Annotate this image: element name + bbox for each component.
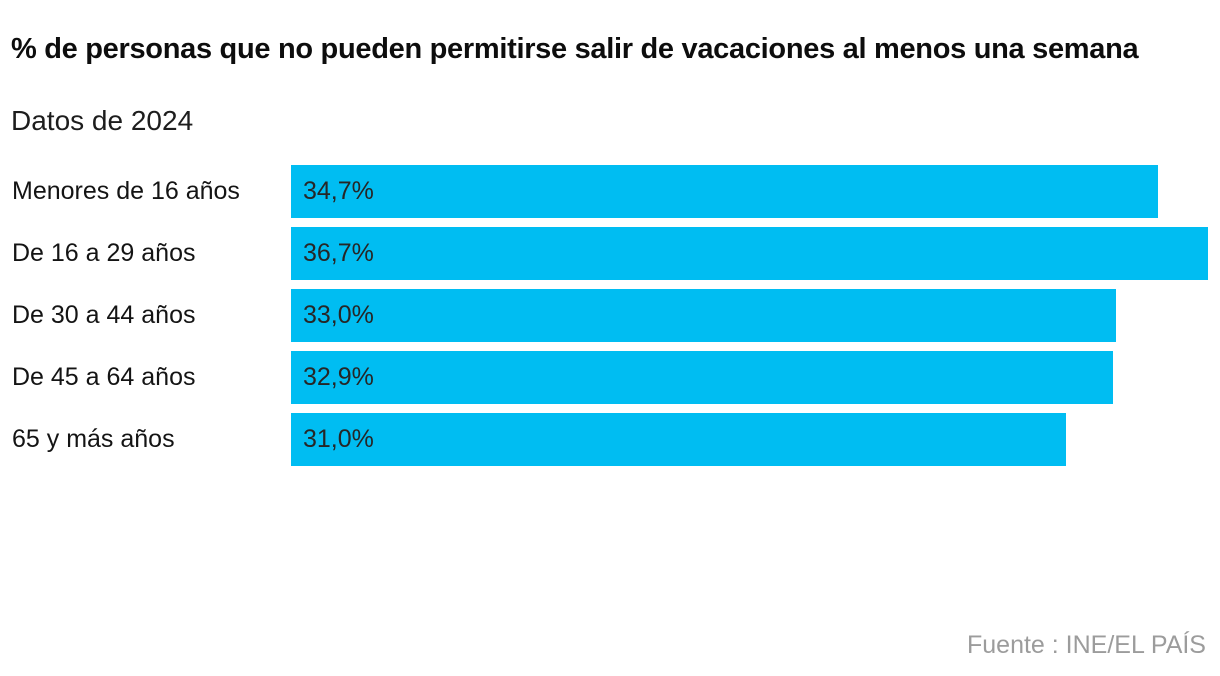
bar-value-label: 31,0% [303,425,374,453]
category-label: 65 y más años [12,425,175,453]
bar-track: 31,0% [291,413,1208,466]
chart-title: % de personas que no pueden permitirse s… [11,33,1139,66]
bar: 34,7% [291,165,1159,218]
bar-value-label: 34,7% [303,177,374,205]
bar-value-label: 32,9% [303,363,374,391]
chart-row-65-mas: 65 y más años 31,0% [0,413,1220,466]
category-label: De 30 a 44 años [12,301,196,329]
bar-track: 33,0% [291,289,1208,342]
chart-row-30-44: De 30 a 44 años 33,0% [0,289,1220,342]
category-label: De 16 a 29 años [12,239,196,267]
chart-row-16-29: De 16 a 29 años 36,7% [0,227,1220,280]
chart-row-menores-16: Menores de 16 años 34,7% [0,165,1220,218]
source-credit: Fuente : INE/EL PAÍS [966,631,1206,659]
chart-row-45-64: De 45 a 64 años 32,9% [0,351,1220,404]
chart-subtitle: Datos de 2024 [11,105,194,136]
category-label: De 45 a 64 años [12,363,196,391]
bar-value-label: 33,0% [303,301,374,329]
bar: 32,9% [291,351,1114,404]
bar: 33,0% [291,289,1116,342]
category-label: Menores de 16 años [12,177,240,205]
bar-chart-rows: Menores de 16 años 34,7% De 16 a 29 años… [0,165,1220,475]
bar-track: 36,7% [291,227,1208,280]
bar: 31,0% [291,413,1066,466]
bar-value-label: 36,7% [303,239,374,267]
bar-track: 34,7% [291,165,1208,218]
bar: 36,7% [291,227,1208,280]
bar-track: 32,9% [291,351,1208,404]
